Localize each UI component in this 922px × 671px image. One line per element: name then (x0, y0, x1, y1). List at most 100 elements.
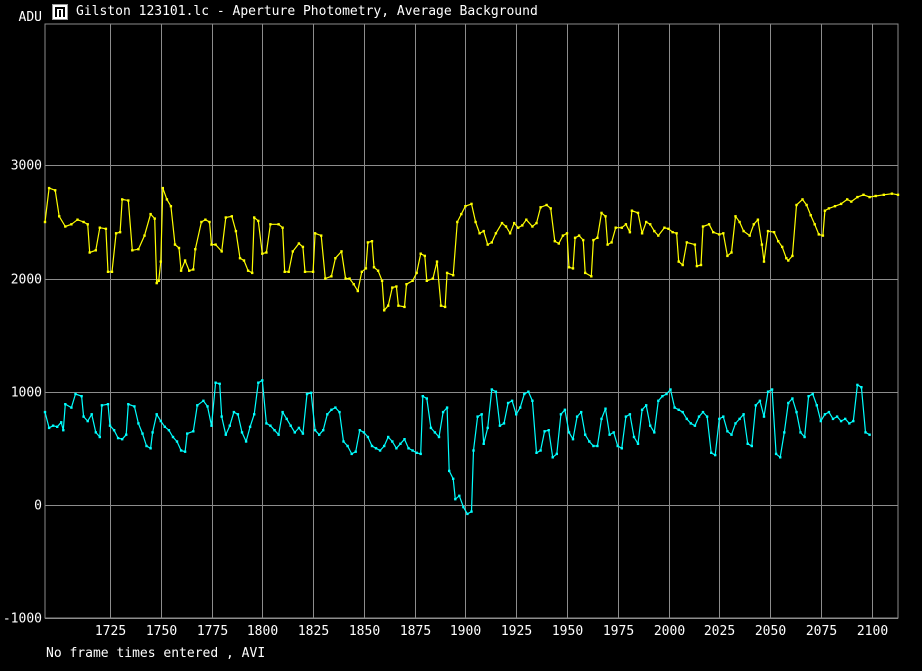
data-point (718, 417, 721, 421)
data-point (383, 444, 386, 448)
data-point (827, 207, 831, 210)
y-tick-label: 0 (34, 499, 42, 514)
data-point (774, 452, 778, 456)
data-point (76, 218, 79, 221)
data-point (305, 392, 309, 396)
data-point (791, 254, 794, 258)
plot-frame (44, 23, 899, 619)
data-point (850, 200, 853, 203)
data-point (51, 424, 55, 427)
data-point (604, 215, 607, 218)
data-point (675, 232, 678, 235)
data-point (752, 223, 755, 226)
data-point (163, 425, 166, 428)
data-point (848, 422, 851, 425)
data-point (224, 216, 227, 219)
series-group (43, 186, 900, 516)
data-point (179, 269, 183, 272)
data-point (813, 223, 816, 226)
data-point (856, 195, 859, 199)
data-point (370, 444, 374, 448)
data-point (348, 277, 351, 280)
data-point (118, 231, 122, 234)
data-point (234, 229, 238, 233)
data-point (588, 440, 591, 443)
data-point (525, 218, 528, 221)
data-point (636, 211, 640, 215)
data-point (567, 431, 571, 434)
y-tick-label: -1000 (3, 612, 42, 627)
data-point (624, 415, 628, 418)
data-point (742, 229, 745, 233)
data-point (224, 433, 227, 436)
data-point (86, 223, 89, 226)
data-point (791, 397, 794, 400)
data-point (240, 431, 244, 434)
data-point (799, 431, 802, 434)
data-point (896, 193, 900, 196)
data-point (330, 408, 333, 411)
data-point (756, 218, 760, 221)
data-point (555, 452, 558, 456)
data-point (718, 233, 721, 236)
data-point (567, 266, 571, 269)
data-point (565, 232, 569, 235)
data-point (374, 447, 378, 450)
data-point (330, 275, 333, 278)
data-point (186, 432, 189, 435)
data-point (482, 229, 485, 233)
data-point (82, 415, 85, 418)
data-point (131, 249, 134, 252)
data-point (277, 223, 280, 226)
data-point (326, 413, 329, 416)
data-point (685, 417, 688, 421)
data-point (425, 397, 428, 400)
data-point (309, 391, 313, 394)
data-point (697, 415, 701, 418)
data-point (819, 419, 822, 423)
data-point (94, 431, 97, 434)
data-point (98, 435, 101, 439)
data-point (539, 206, 542, 209)
data-point (114, 232, 118, 235)
data-point (204, 218, 207, 221)
data-point (121, 438, 124, 441)
data-point (236, 413, 240, 416)
data-point (372, 266, 376, 269)
data-point (293, 431, 296, 434)
data-point (547, 429, 550, 432)
data-point (110, 270, 114, 273)
data-point (43, 410, 47, 414)
data-point (127, 199, 130, 202)
data-point (596, 236, 599, 239)
data-point (592, 238, 595, 242)
data-point (831, 417, 835, 421)
data-point (403, 438, 406, 441)
data-point (504, 225, 508, 228)
data-point (681, 410, 684, 414)
data-point (338, 410, 341, 414)
data-point (746, 442, 749, 445)
data-point (571, 438, 575, 441)
data-point (415, 271, 418, 275)
data-point (159, 419, 162, 423)
window-title: Gilston 123101.lc - Aperture Photometry,… (76, 4, 538, 19)
data-point (253, 216, 256, 219)
data-point (494, 390, 498, 393)
app-icon[interactable] (52, 4, 68, 20)
data-point (421, 395, 424, 398)
data-point (202, 399, 205, 402)
data-point (64, 403, 67, 406)
data-point (366, 241, 370, 244)
data-point (815, 404, 818, 407)
data-point (143, 234, 146, 237)
data-point (476, 415, 479, 418)
data-point (464, 205, 467, 208)
data-point (183, 259, 187, 262)
data-point (539, 449, 542, 452)
data-point (844, 417, 847, 421)
data-point (116, 436, 120, 440)
data-point (452, 477, 455, 480)
data-point (145, 444, 148, 448)
data-point (425, 279, 428, 282)
